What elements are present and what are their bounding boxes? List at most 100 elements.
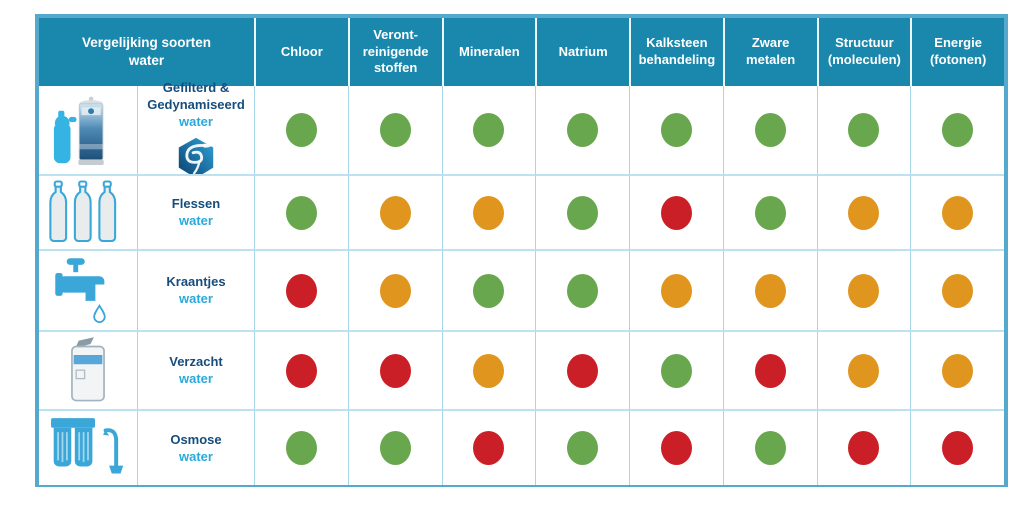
rating-cell [816, 86, 911, 174]
rating-cell [722, 86, 817, 174]
rating-dot [754, 353, 786, 388]
rating-cell [347, 409, 442, 485]
rating-cell [441, 330, 536, 409]
rating-dot [285, 353, 317, 388]
logo-slot [171, 136, 221, 180]
row-label-cell: Flessen water [137, 174, 254, 249]
rating-dot [473, 195, 505, 230]
rating-cell [254, 409, 348, 485]
rating-cell [910, 174, 1004, 249]
rating-dot [942, 195, 974, 230]
rating-cell [910, 86, 1004, 174]
rating-cell [535, 174, 629, 249]
osmosis-icon [51, 418, 124, 474]
rating-dot [848, 353, 880, 388]
rating-dot [942, 273, 974, 308]
column-header: Kalksteen behandeling [629, 18, 723, 86]
rating-dot [567, 113, 599, 147]
column-header-label: Kalksteen behandeling [638, 35, 716, 67]
rating-dot [473, 113, 505, 147]
rating-dot [379, 195, 411, 230]
row-icon-cell [39, 330, 137, 409]
column-header: Veront-reinigende stoffen [347, 18, 442, 86]
rating-cell [535, 409, 629, 485]
column-header-label: Zware metalen [746, 35, 796, 67]
rating-dot [379, 273, 411, 308]
row-label-cell: Gefilterd & Gedynamiseerd water [137, 80, 254, 178]
rating-cell [910, 330, 1004, 409]
rating-dot [942, 353, 974, 388]
rating-dot [660, 113, 692, 147]
column-header: Energie (fotonen) [910, 18, 1004, 86]
row-sublabel: water [179, 448, 213, 464]
column-header-label: Energie (fotonen) [929, 35, 987, 67]
rating-cell [254, 249, 348, 330]
rating-dot [567, 273, 599, 308]
rating-cell [722, 330, 817, 409]
row-label: Gefilterd & Gedynamiseerd [147, 80, 245, 112]
row-label: Verzacht [169, 354, 223, 370]
rating-cell [254, 174, 348, 249]
rating-dot [848, 431, 880, 465]
column-header: Natrium [535, 18, 629, 86]
rating-cell [535, 330, 629, 409]
rating-cell [535, 86, 629, 174]
rating-dot [754, 113, 786, 147]
rating-cell [910, 409, 1004, 485]
rating-cell [347, 174, 442, 249]
rating-dot [942, 113, 974, 147]
tap-icon [55, 257, 106, 323]
rating-dot [567, 195, 599, 230]
softener-icon [71, 336, 105, 401]
table-title: Vergelijking soorten water [39, 18, 254, 86]
rating-dot [473, 431, 505, 465]
bottles-icon [49, 179, 117, 242]
rating-dot [942, 431, 974, 465]
rating-dot [660, 353, 692, 388]
row-label-cell: Kraantjes water [137, 249, 254, 330]
rating-cell [722, 249, 817, 330]
rating-dot [848, 273, 880, 308]
row-sublabel: water [179, 291, 213, 307]
rating-cell [629, 330, 723, 409]
row-label: Kraantjes [166, 274, 226, 290]
row-sublabel: water [179, 113, 213, 129]
rating-dot [285, 195, 317, 230]
row-label: Osmose [170, 431, 222, 447]
rating-cell [816, 174, 911, 249]
rating-dot [567, 353, 599, 388]
rating-dot [848, 195, 880, 230]
rating-dot [285, 113, 317, 147]
row-icon-cell [39, 249, 137, 330]
row-icon-cell [39, 86, 137, 174]
rating-cell [816, 330, 911, 409]
row-label-cell: Osmose water [137, 409, 254, 485]
rating-dot [660, 431, 692, 465]
rating-cell [629, 249, 723, 330]
row-icon-cell [39, 409, 137, 485]
rating-cell [629, 174, 723, 249]
column-header: Chloor [254, 18, 348, 86]
rating-dot [848, 113, 880, 147]
rating-cell [722, 174, 817, 249]
rating-dot [754, 431, 786, 465]
rating-cell [910, 249, 1004, 330]
rating-dot [473, 353, 505, 388]
rating-cell [441, 249, 536, 330]
vortex-logo-icon [178, 137, 216, 178]
rating-dot [567, 431, 599, 465]
column-header-label: Structuur (moleculen) [827, 35, 901, 67]
comparison-table-frame: Vergelijking soorten water Chloor Veront… [35, 14, 1008, 487]
rating-cell [629, 86, 723, 174]
column-header: Zware metalen [722, 18, 817, 86]
row-icon-cell [39, 174, 137, 249]
rating-cell [722, 409, 817, 485]
rating-dot [754, 195, 786, 230]
rating-dot [379, 431, 411, 465]
rating-cell [441, 409, 536, 485]
rating-cell [816, 409, 911, 485]
rating-dot [660, 195, 692, 230]
row-label-cell: Verzacht water [137, 330, 254, 409]
rating-cell [441, 174, 536, 249]
